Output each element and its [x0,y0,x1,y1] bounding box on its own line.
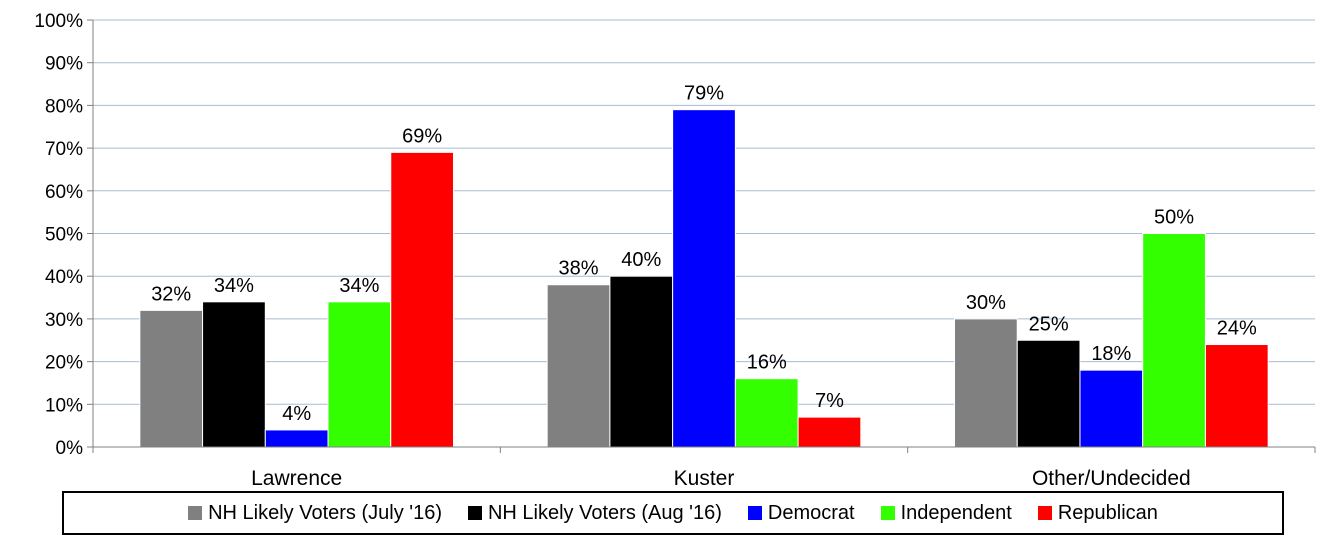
bar [954,318,1018,448]
legend-label: Independent [900,501,1012,524]
y-tick-label: 100% [34,11,83,32]
bar [1142,233,1206,448]
data-label: 38% [559,258,599,280]
legend-swatch [747,506,762,520]
legend-item: Independent [880,501,1012,525]
legend: NH Likely Voters (July '16) NH Likely Vot… [62,491,1284,535]
y-tick-label: 40% [45,267,83,288]
data-label: 16% [747,352,787,374]
bar [546,284,611,448]
y-tick-label: 20% [45,353,83,374]
bar [609,275,674,448]
legend-item: Democrat [747,501,855,525]
bar [202,301,266,448]
data-label: 50% [1154,207,1194,229]
y-axis: 0% 10% 20% 30% 40% 50% 60% 70% 80% 90% 100% [34,11,94,459]
bars [139,109,1269,448]
data-label: 69% [402,125,442,147]
bar [1204,344,1269,448]
legend-label: Republican [1057,501,1158,524]
bar [672,109,736,448]
y-tick-label: 50% [45,225,83,246]
y-tick-label: 30% [45,310,83,331]
bar [327,301,392,448]
data-label: 34% [214,275,254,297]
bar [1079,369,1144,448]
x-category-label: Lawrence [251,467,342,490]
bar [797,416,862,448]
data-label: 24% [1217,318,1257,340]
y-tick-label: 70% [45,139,83,160]
bar [390,151,454,448]
y-tick-label: 60% [45,182,83,203]
legend-label: NH Likely Voters (Aug '16) [487,501,722,524]
bar-chart: 0% 10% 20% 30% 40% 50% 60% 70% 80% 90% 100% 32% 34%… [34,11,1316,490]
legend-label: Democrat [767,501,855,524]
legend-swatch [467,506,482,520]
legend-item: NH Likely Voters (July '16) [188,502,442,525]
bar [734,378,799,448]
x-axis: Lawrence Kuster Other/Undecided [92,446,1316,490]
data-labels: 32% 34% 4% 34% 69% 38% 40% 79% 16% 7% 30% 25% 18% 50%… [151,83,1257,425]
data-label: 4% [282,403,311,425]
legend-swatch [188,506,203,520]
bar [139,309,204,448]
data-label: 30% [966,292,1006,314]
data-label: 79% [684,83,724,105]
data-label: 7% [815,390,844,412]
legend-item: NH Likely Voters (Aug '16) [467,501,722,525]
y-tick-label: 10% [45,395,83,416]
y-tick-label: 80% [45,96,83,117]
bar [1016,339,1081,448]
bar [264,429,329,448]
y-tick-label: 0% [56,438,84,459]
data-label: 25% [1029,313,1069,335]
x-category-label: Kuster [674,467,735,490]
data-label: 40% [621,249,661,271]
x-category-label: Other/Undecided [1032,467,1191,490]
y-tick-label: 90% [45,54,83,75]
data-label: 18% [1091,343,1131,365]
data-label: 32% [151,283,191,305]
legend-label: NH Likely Voters (July '16) [208,501,442,524]
legend-swatch [1037,506,1052,520]
legend-item: Republican [1037,501,1158,525]
data-label: 34% [339,275,379,297]
legend-swatch [880,506,895,520]
